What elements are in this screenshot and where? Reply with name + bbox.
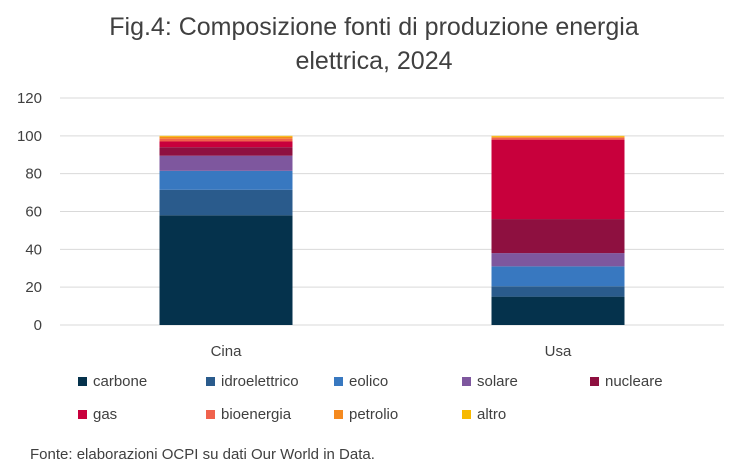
legend: carbone idroelettrico eolico solare nucleare… <box>78 370 718 425</box>
x-tick-label-usa: Usa <box>545 343 572 360</box>
bar-segment-gas-usa <box>491 139 625 220</box>
legend-item-gas: gas <box>78 403 206 425</box>
legend-swatch <box>462 409 471 419</box>
y-tick-label: 80 <box>25 166 42 183</box>
bar-segment-solare-cina <box>159 155 293 171</box>
bars <box>159 135 625 325</box>
bar-segment-altro-usa <box>491 135 625 137</box>
legend-label: bioenergia <box>221 405 292 423</box>
bar-segment-bioenergia-cina <box>159 138 293 142</box>
bar-segment-gas-cina <box>159 141 293 148</box>
legend-label: solare <box>477 372 518 390</box>
bar-segment-petrolio-usa <box>491 136 625 138</box>
legend-swatch <box>462 376 471 386</box>
chart-title-line1: Fig.4: Composizione fonti di produzione … <box>109 13 639 41</box>
bar-segment-nucleare-usa <box>491 219 625 254</box>
bar-segment-nucleare-cina <box>159 147 293 156</box>
y-tick-label: 20 <box>25 279 42 296</box>
legend-item-idroelettrico: idroelettrico <box>206 370 334 392</box>
bar-segment-altro-cina <box>159 135 293 137</box>
y-tick-label: 100 <box>17 128 42 145</box>
legend-label: petrolio <box>349 405 399 423</box>
bar-segment-carbone-cina <box>159 215 293 325</box>
legend-swatch <box>334 409 343 419</box>
y-tick-label: 40 <box>25 241 42 258</box>
chart-title: Fig.4: Composizione fonti di produzione … <box>0 10 748 78</box>
y-tick-label: 0 <box>34 317 42 334</box>
y-tick-label: 120 <box>17 90 42 107</box>
legend-item-bioenergia: bioenergia <box>206 403 334 425</box>
y-tick-labels: 0 20 40 60 80 100 120 <box>17 90 42 334</box>
legend-label: nucleare <box>605 372 663 390</box>
bar-segment-carbone-usa <box>491 296 625 325</box>
legend-label: gas <box>93 405 118 423</box>
bar-segment-eolico-cina <box>159 170 293 190</box>
legend-swatch <box>206 409 215 419</box>
bar-segment-petrolio-cina <box>159 136 293 139</box>
legend-label: idroelettrico <box>221 372 299 390</box>
bar-segment-idroelettrico-usa <box>491 286 625 297</box>
legend-item-eolico: eolico <box>334 370 462 392</box>
legend-swatch <box>206 376 215 386</box>
legend-item-altro: altro <box>462 403 590 425</box>
legend-label: carbone <box>93 372 148 390</box>
legend-item-petrolio: petrolio <box>334 403 462 425</box>
chart-title-line2: elettrica, 2024 <box>295 47 453 75</box>
legend-label: altro <box>477 405 507 423</box>
legend-item-solare: solare <box>462 370 590 392</box>
x-tick-label-cina: Cina <box>211 343 243 360</box>
bar-segment-idroelettrico-cina <box>159 189 293 216</box>
bar-segment-bioenergia-usa <box>491 137 625 140</box>
legend-label: eolico <box>349 372 389 390</box>
legend-item-nucleare: nucleare <box>590 370 718 392</box>
legend-swatch <box>78 376 87 386</box>
legend-swatch <box>590 376 599 386</box>
source-note: Fonte: elaborazioni OCPI su dati Our Wor… <box>30 446 375 463</box>
legend-item-carbone: carbone <box>78 370 206 392</box>
bar-segment-solare-usa <box>491 253 625 267</box>
bar-segment-eolico-usa <box>491 266 625 287</box>
x-tick-labels: Cina Usa <box>211 343 572 360</box>
y-tick-label: 60 <box>25 204 42 221</box>
legend-swatch <box>78 409 87 419</box>
legend-swatch <box>334 376 343 386</box>
